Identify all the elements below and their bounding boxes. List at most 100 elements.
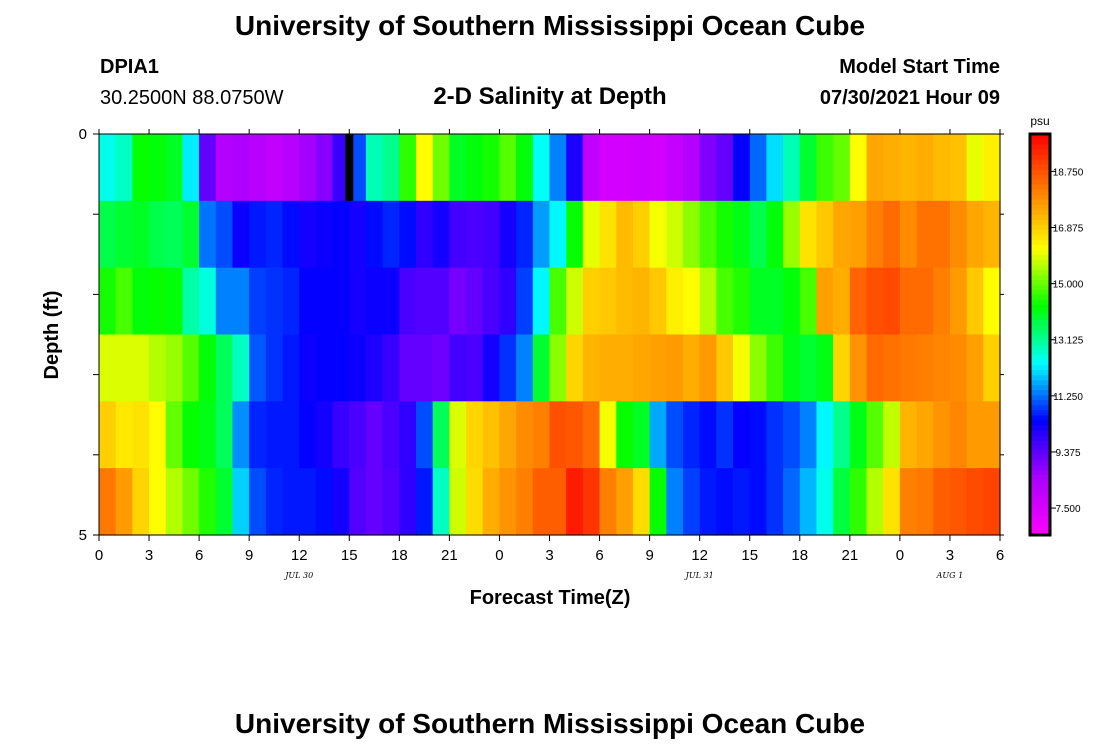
heat-cell <box>499 334 517 402</box>
x-tick-label: 21 <box>841 547 858 564</box>
heat-cell <box>916 200 934 269</box>
heat-cell <box>182 134 200 202</box>
heat-cell <box>466 134 484 202</box>
heat-cell <box>582 200 601 269</box>
heat-cell <box>983 468 1001 536</box>
heat-cell <box>783 267 801 336</box>
colorbar-segment <box>1030 144 1050 150</box>
heat-cell <box>549 200 567 269</box>
heat-cell <box>99 468 117 536</box>
heat-cell <box>132 267 150 336</box>
heat-cell <box>866 200 884 269</box>
heat-cell <box>149 134 167 202</box>
heat-cell <box>249 401 267 469</box>
heat-cell <box>132 334 150 402</box>
heat-cell <box>399 468 417 536</box>
heat-cell <box>499 200 517 269</box>
heat-cell <box>315 334 334 402</box>
heat-cell <box>466 200 484 269</box>
heat-cell <box>382 334 400 402</box>
colorbar-segment <box>1030 304 1050 311</box>
heat-cell <box>682 401 701 469</box>
y-tick-label: 5 <box>79 527 87 544</box>
colorbar-segment <box>1030 164 1050 170</box>
heat-cell <box>916 334 934 402</box>
heat-cell <box>666 468 684 536</box>
colorbar-segment <box>1030 204 1050 210</box>
heat-cell <box>566 200 584 269</box>
heat-cell <box>616 334 634 402</box>
heat-cell <box>382 267 400 336</box>
heat-cell <box>816 468 834 536</box>
heat-cell <box>632 200 651 269</box>
heat-cell <box>649 200 667 269</box>
heat-cell <box>399 200 417 269</box>
heat-cell <box>582 334 601 402</box>
heat-cell <box>482 134 501 202</box>
colorbar-segment <box>1030 379 1050 386</box>
heat-cell <box>949 334 968 402</box>
heat-cell <box>566 468 584 536</box>
heat-cell <box>399 334 417 402</box>
heat-cell <box>849 134 868 202</box>
heat-cell <box>866 468 884 536</box>
heat-cell <box>799 267 818 336</box>
heat-cell <box>766 134 784 202</box>
colorbar-segment <box>1030 309 1050 316</box>
colorbar-segment <box>1030 374 1050 381</box>
heat-cell <box>516 401 534 469</box>
heat-cell <box>199 200 217 269</box>
colorbar-segment <box>1030 484 1050 491</box>
heat-cell <box>849 267 868 336</box>
colorbar-segment <box>1030 314 1050 321</box>
heat-cell <box>566 334 584 402</box>
heat-cell <box>432 200 450 269</box>
heat-cell <box>232 334 250 402</box>
heat-cell <box>165 468 184 536</box>
heat-cell <box>349 267 367 336</box>
heat-cell <box>866 401 884 469</box>
heat-cell <box>365 267 384 336</box>
colorbar-tick-label: 18.750 <box>1053 167 1084 178</box>
colorbar-segment <box>1030 154 1050 160</box>
colorbar-segment <box>1030 439 1050 446</box>
heat-cell <box>582 401 601 469</box>
heat-cell <box>916 401 934 469</box>
heat-cell <box>199 334 217 402</box>
heat-cell <box>783 334 801 402</box>
heat-cell <box>682 134 701 202</box>
heat-cell <box>466 334 484 402</box>
heat-cell <box>365 468 384 536</box>
heat-cell <box>866 134 884 202</box>
heat-cell <box>616 468 634 536</box>
heat-cell <box>199 134 217 202</box>
heat-cell <box>232 401 250 469</box>
heat-cell <box>215 401 234 469</box>
page-footer-title: University of Southern Mississippi Ocean… <box>234 708 866 739</box>
heat-cell <box>482 468 501 536</box>
heat-cell <box>449 200 467 269</box>
heat-cell <box>382 401 400 469</box>
heat-cell <box>549 267 567 336</box>
heat-cell <box>132 401 150 469</box>
heat-cell <box>883 468 901 536</box>
heat-cell <box>816 200 834 269</box>
heat-cell <box>265 134 284 202</box>
colorbar-segment <box>1030 214 1050 220</box>
heat-cell <box>699 200 717 269</box>
colorbar-segment <box>1030 259 1050 265</box>
heat-cell <box>549 334 567 402</box>
heat-cell <box>983 134 1001 202</box>
x-tick-label: 15 <box>341 547 358 564</box>
heat-cell <box>149 334 167 402</box>
colorbar-segment <box>1030 519 1050 526</box>
heat-cell <box>766 468 784 536</box>
heat-cell <box>132 134 150 202</box>
heat-cell <box>599 200 617 269</box>
heat-cell <box>849 200 868 269</box>
heat-cell <box>416 134 434 202</box>
heat-cell <box>265 334 284 402</box>
heat-cell <box>115 267 133 336</box>
heat-cell <box>215 468 234 536</box>
heat-cell <box>332 468 350 536</box>
